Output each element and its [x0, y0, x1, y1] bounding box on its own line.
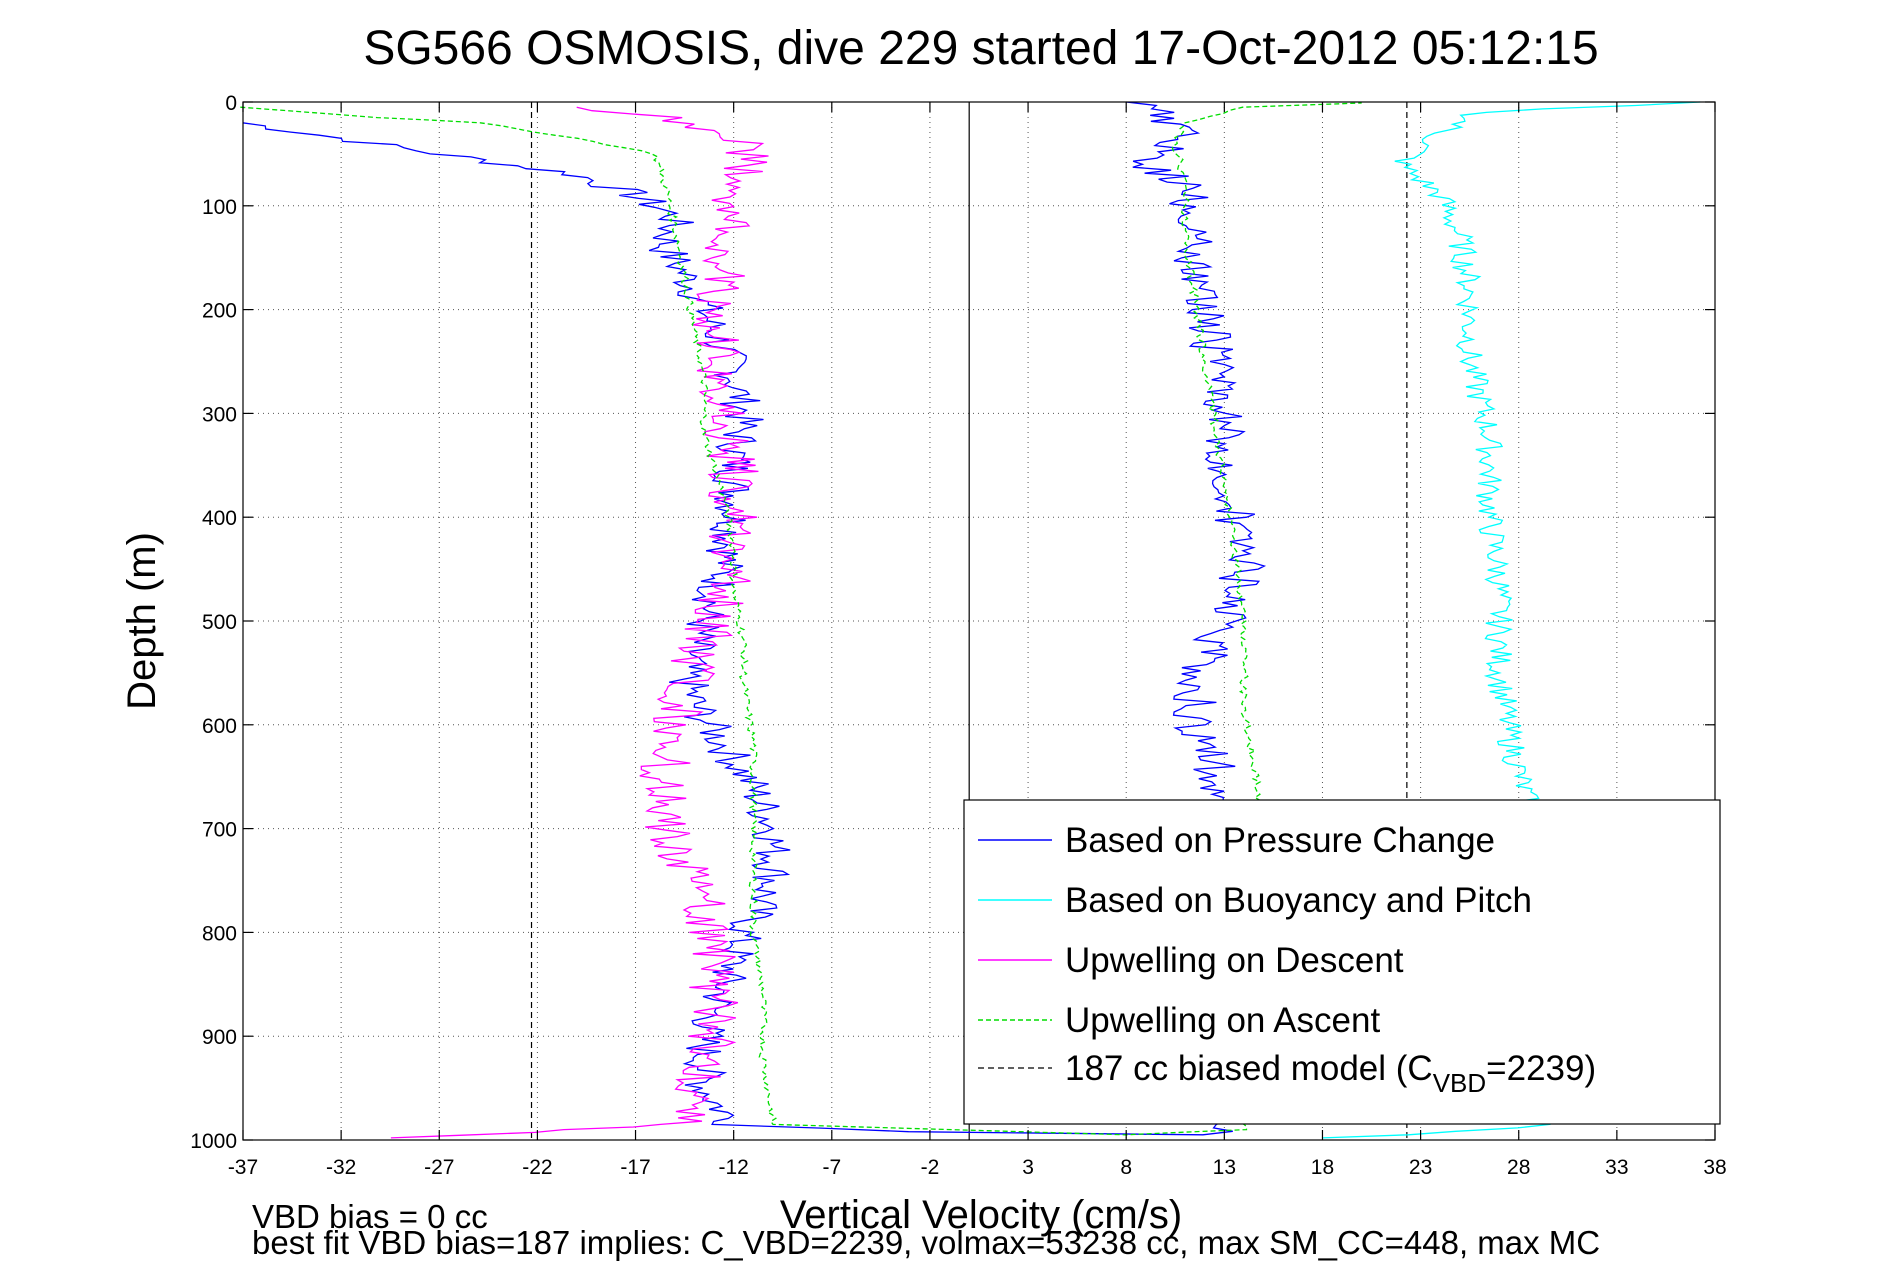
x-tick-label: -7 — [822, 1156, 841, 1179]
legend-biased-subscript: VBD — [1433, 1068, 1486, 1098]
x-tick-label: -37 — [228, 1156, 258, 1179]
legend-biased-main: 187 cc biased model (C — [1065, 1049, 1433, 1088]
legend-biased-suffix: =2239) — [1486, 1049, 1596, 1088]
annotation-vbd-bias: VBD bias = 0 cc — [252, 1198, 488, 1235]
series-line-4 — [240, 102, 1362, 1136]
y-axis-ticks: 0 100 200 300 400 500 600 700 800 900 1000 — [190, 92, 1715, 1153]
x-tick-label: 23 — [1409, 1156, 1432, 1179]
y-tick-label: 500 — [202, 611, 237, 634]
legend-label: Upwelling on Ascent — [1065, 1001, 1380, 1040]
y-tick-label: 0 — [225, 92, 237, 115]
series-line-3 — [390, 106, 769, 1139]
legend-box — [963, 799, 1721, 1125]
annotation-best-fit: best fit VBD bias=187 implies: C_VBD=223… — [252, 1224, 1600, 1261]
x-tick-label: 3 — [1022, 1156, 1034, 1179]
legend-label-biased: 187 cc biased model (CVBD=2239) — [1065, 1049, 1596, 1098]
x-tick-label: 18 — [1311, 1156, 1334, 1179]
x-axis-ticks: -37 -32 -27 -22 -17 -12 -7 -2 3 8 13 18 23 28 33 38 — [228, 102, 1727, 1179]
y-axis-label: Depth (m) — [120, 532, 164, 710]
legend-label: Upwelling on Descent — [1065, 941, 1404, 980]
y-tick-label: 100 — [202, 196, 237, 219]
y-tick-label: 600 — [202, 715, 237, 738]
y-tick-label: 200 — [202, 300, 237, 323]
legend-label: Based on Buoyancy and Pitch — [1065, 881, 1532, 920]
legend-items: Based on Pressure Change Based on Buoyanc… — [978, 821, 1596, 1098]
y-tick-label: 300 — [202, 403, 237, 426]
legend-label: Based on Pressure Change — [1065, 821, 1495, 860]
chart-title: SG566 OSMOSIS, dive 229 started 17-Oct-2… — [363, 22, 1598, 75]
y-tick-label: 400 — [202, 507, 237, 530]
x-axis-label: Vertical Velocity (cm/s) — [780, 1193, 1182, 1237]
y-tick-label: 800 — [202, 922, 237, 945]
x-tick-label: 38 — [1703, 1156, 1726, 1179]
x-tick-label: 8 — [1120, 1156, 1132, 1179]
x-tick-label: -32 — [326, 1156, 356, 1179]
x-tick-label: -22 — [522, 1156, 552, 1179]
x-tick-label: 28 — [1507, 1156, 1530, 1179]
x-tick-label: -12 — [718, 1156, 748, 1179]
legend: Based on Pressure Change Based on Buoyanc… — [963, 799, 1721, 1125]
x-tick-label: -27 — [424, 1156, 454, 1179]
y-tick-label: 700 — [202, 819, 237, 842]
x-tick-label: 33 — [1605, 1156, 1628, 1179]
x-tick-label: -2 — [921, 1156, 940, 1179]
y-tick-label: 1000 — [190, 1130, 237, 1153]
y-tick-label: 900 — [202, 1026, 237, 1049]
x-tick-label: -17 — [620, 1156, 650, 1179]
x-tick-label: 13 — [1213, 1156, 1236, 1179]
